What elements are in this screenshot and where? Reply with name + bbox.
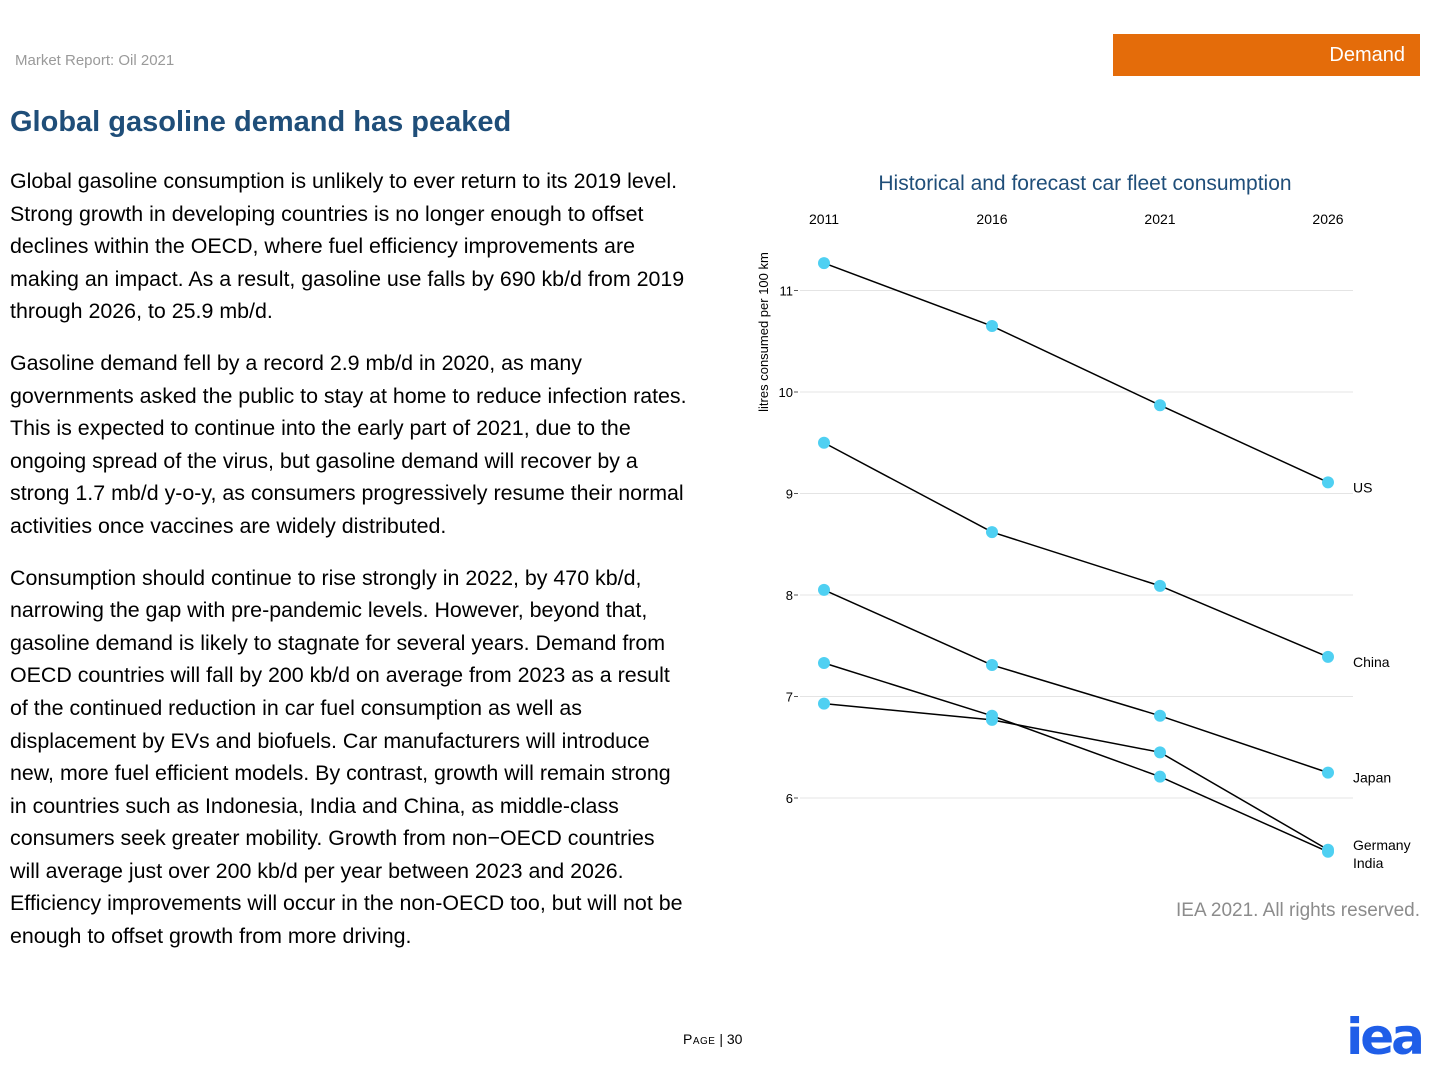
page-label: Page [683, 1031, 716, 1047]
data-point-india [1154, 746, 1166, 759]
data-point-india [1322, 843, 1334, 856]
y-axis-label: litres consumed per 100 km [756, 252, 771, 412]
series-label-japan: Japan [1353, 770, 1391, 786]
y-tick-label: 8 [786, 588, 793, 603]
chart-title: Historical and forecast car fleet consum… [878, 172, 1291, 195]
data-point-china [986, 526, 998, 539]
series-label-germany: Germany [1353, 837, 1411, 853]
data-point-china [1322, 650, 1334, 663]
iea-logo-text: iea [1346, 1012, 1422, 1060]
data-point-germany [818, 657, 830, 670]
page-number: Page | 30 [683, 1031, 743, 1047]
paragraph: Global gasoline consumption is unlikely … [10, 169, 685, 324]
data-point-germany [1154, 770, 1166, 783]
section-tab-label: Demand [1329, 43, 1405, 66]
series-label-china: China [1353, 654, 1390, 670]
page-title: Global gasoline demand has peaked [10, 106, 512, 138]
data-point-japan [986, 659, 998, 672]
series-line-china [823, 442, 1329, 658]
data-point-india [986, 713, 998, 726]
iea-logo: iea [1346, 1012, 1425, 1060]
chart-svg: Historical and forecast car fleet consum… [756, 172, 1411, 871]
series-line-germany [823, 662, 1329, 853]
series-line-us [823, 262, 1329, 484]
car-fleet-consumption-chart: Historical and forecast car fleet consum… [740, 160, 1440, 900]
body-text: Global gasoline consumption is unlikely … [10, 165, 690, 972]
y-tick-label: 11 [780, 284, 794, 299]
paragraph: Gasoline demand fell by a record 2.9 mb/… [10, 350, 687, 538]
x-tick-label: 2021 [1144, 211, 1175, 227]
data-point-us [818, 257, 830, 270]
y-tick-label: 10 [779, 385, 793, 400]
section-tab-demand[interactable]: Demand [1113, 34, 1420, 76]
series-line-india [823, 702, 1329, 851]
report-name: Market Report: Oil 2021 [15, 52, 175, 69]
y-tick-label: 6 [786, 791, 793, 806]
series-label-india: India [1353, 855, 1384, 871]
data-point-india [818, 697, 830, 710]
data-point-us [1154, 399, 1166, 412]
page-number-value: 30 [726, 1031, 743, 1047]
series-label-us: US [1353, 479, 1372, 495]
x-tick-label: 2026 [1312, 211, 1343, 227]
x-tick-label: 2016 [976, 211, 1007, 227]
y-tick-label: 7 [786, 690, 793, 705]
data-point-us [1322, 476, 1334, 489]
paragraph: Consumption should continue to rise stro… [10, 565, 683, 949]
series-line-japan [823, 589, 1329, 774]
data-point-china [1154, 579, 1166, 592]
data-point-japan [1322, 766, 1334, 779]
data-point-us [986, 320, 998, 333]
x-tick-label: 2011 [809, 211, 839, 227]
copyright-notice: IEA 2021. All rights reserved. [1176, 900, 1420, 921]
data-point-china [818, 436, 830, 449]
data-point-japan [1154, 709, 1166, 722]
y-tick-label: 9 [786, 487, 793, 502]
data-point-japan [818, 583, 830, 596]
